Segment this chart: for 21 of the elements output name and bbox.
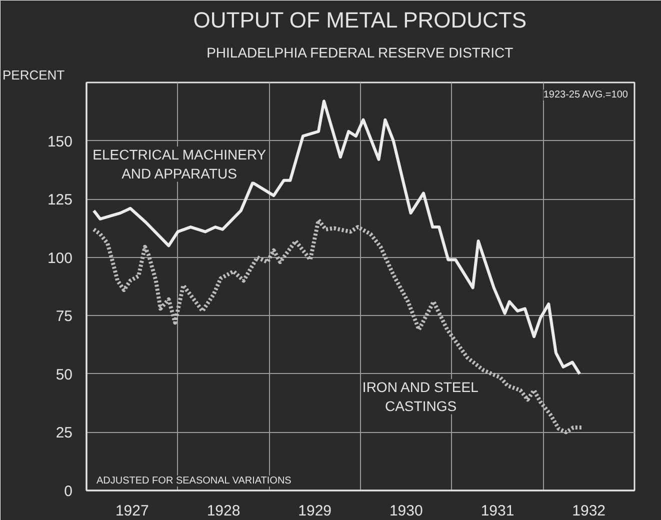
series-label: ELECTRICAL MACHINERY AND APPARATUS [92, 146, 267, 182]
x-tick-label: 1928 [206, 502, 240, 520]
x-tick-label: 1931 [480, 502, 514, 520]
x-tick-label: 1927 [115, 502, 149, 520]
series-label: IRON AND STEEL CASTINGS [362, 379, 479, 414]
annotation: 1923-25 AVG.=100 [543, 90, 628, 100]
y-axis-title: PERCENT [2, 68, 65, 82]
chart-subtitle: PHILADELPHIA FEDERAL RESERVE DISTRICT [206, 44, 514, 60]
y-tick-label: 0 [64, 483, 72, 500]
y-tick-label: 50 [56, 366, 73, 384]
y-tick-label: 150 [47, 133, 73, 150]
y-tick-label: 100 [47, 250, 73, 267]
y-tick-label: 125 [47, 192, 73, 209]
line-series [92, 100, 582, 376]
x-tick-label: 1930 [389, 502, 423, 520]
y-tick-label: 75 [56, 308, 73, 326]
x-tick-label: 1929 [298, 502, 332, 520]
chart-title: OUTPUT OF METAL PRODUCTS [193, 8, 527, 32]
y-tick-label: 25 [56, 424, 73, 442]
x-tick-label: 1932 [572, 502, 606, 520]
annotation: ADJUSTED FOR SEASONAL VARIATIONS [96, 476, 292, 486]
